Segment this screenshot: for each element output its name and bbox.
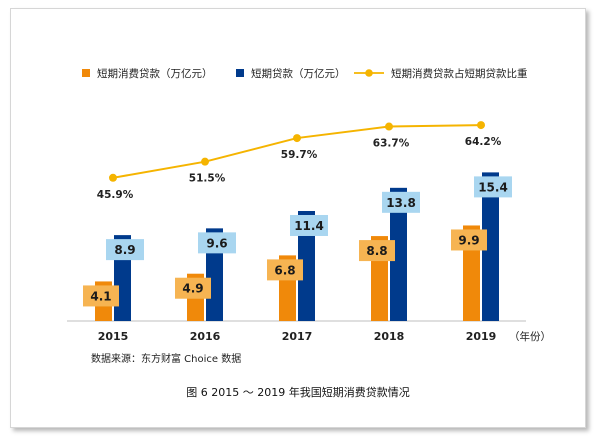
data-label-consumer-loans: 4.1 (90, 289, 111, 303)
bar-short-term-loans (298, 210, 315, 321)
bar-short-term-loans (482, 172, 499, 321)
data-label-consumer-loans: 6.8 (274, 263, 295, 277)
ratio-label: 59.7% (281, 149, 318, 161)
data-label-box-short-term-loans (382, 191, 420, 213)
ratio-point (385, 122, 393, 131)
legend-swatch-consumer-loans (82, 69, 90, 77)
ratio-line-series: 45.9% 51.5% 59.7% 63.7% 64.2% (97, 121, 502, 201)
data-label-box-consumer-loans (267, 259, 303, 281)
data-label-box-short-term-loans (290, 214, 328, 236)
data-label-short-term-loans: 9.6 (206, 236, 227, 250)
x-tick-label: 2018 (374, 330, 405, 343)
legend-label-ratio: 短期消费贷款占短期贷款比重 (391, 67, 528, 80)
chart: 短期消费贷款（万亿元） 短期贷款（万亿元） 短期消费贷款占短期贷款比重 4.1 8… (67, 67, 551, 399)
ratio-label: 51.5% (189, 173, 226, 185)
x-axis-unit: （年份） (509, 330, 551, 343)
figure-frame: 短期消费贷款（万亿元） 短期贷款（万亿元） 短期消费贷款占短期贷款比重 4.1 8… (10, 8, 586, 428)
source-note: 数据来源：东方财富 Choice 数据 (91, 352, 241, 365)
ratio-point (293, 134, 301, 143)
data-label-short-term-loans: 8.9 (114, 243, 135, 257)
legend-marker-ratio (365, 69, 373, 77)
bar-short-term-loans (390, 187, 407, 321)
data-label-short-term-loans: 15.4 (478, 180, 508, 194)
data-label-box-short-term-loans (474, 176, 512, 198)
bars: 4.1 8.9 4.9 9.6 6.8 11.4 8.8 13.8 9.9 15.4 (83, 172, 512, 321)
data-label-box-short-term-loans (198, 232, 236, 254)
x-tick-labels: 2015 2016 2017 2018 2019 (98, 330, 497, 343)
data-label-box-short-term-loans (106, 239, 144, 261)
data-label-short-term-loans: 11.4 (294, 219, 324, 233)
legend-label-short-term-loans: 短期贷款（万亿元） (251, 67, 346, 80)
x-tick-label: 2016 (190, 330, 221, 343)
x-tick-label: 2019 (466, 330, 497, 343)
data-label-box-consumer-loans (451, 229, 487, 251)
data-label-short-term-loans: 13.8 (386, 196, 416, 210)
ratio-point (201, 157, 209, 166)
ratio-label: 64.2% (465, 136, 502, 148)
data-label-box-consumer-loans (175, 277, 211, 299)
ratio-label: 63.7% (373, 138, 410, 150)
legend-swatch-short-term-loans (236, 69, 244, 77)
data-label-box-consumer-loans (359, 240, 395, 262)
ratio-label: 45.9% (97, 189, 134, 201)
data-label-box-consumer-loans (83, 285, 119, 307)
legend: 短期消费贷款（万亿元） 短期贷款（万亿元） 短期消费贷款占短期贷款比重 (82, 67, 528, 80)
data-label-consumer-loans: 9.9 (458, 233, 479, 247)
data-label-consumer-loans: 4.9 (182, 282, 203, 296)
ratio-point (109, 173, 117, 182)
x-tick-label: 2017 (282, 330, 313, 343)
x-tick-label: 2015 (98, 330, 129, 343)
data-label-consumer-loans: 8.8 (366, 244, 387, 258)
figure-caption: 图 6 2015 ～ 2019 年我国短期消费贷款情况 (186, 385, 409, 399)
ratio-point (477, 121, 485, 130)
legend-label-consumer-loans: 短期消费贷款（万亿元） (97, 67, 213, 80)
